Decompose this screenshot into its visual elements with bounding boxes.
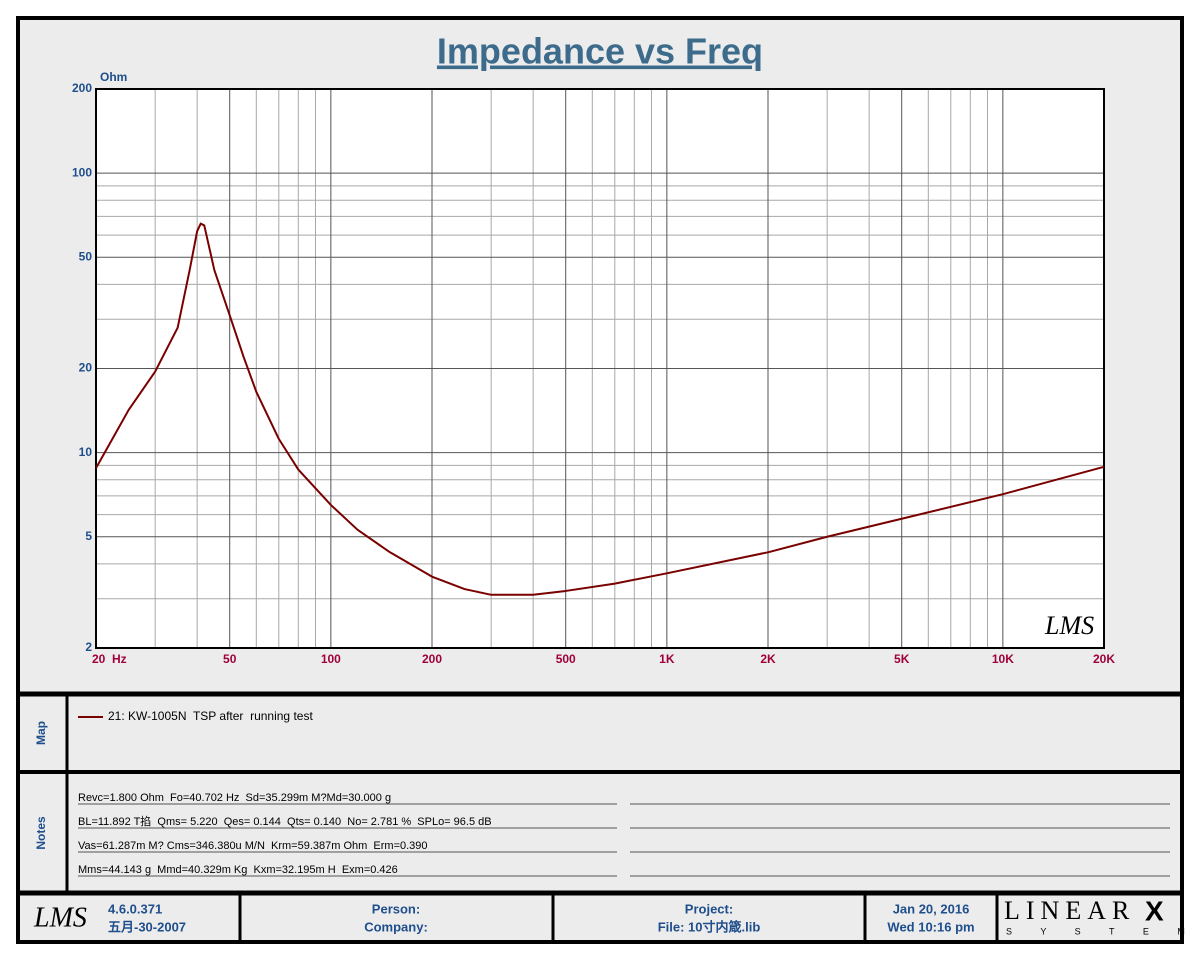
company: Company: [364, 919, 428, 934]
y-tick-label: 50 [79, 249, 93, 263]
x-tick-label: 10K [992, 652, 1014, 666]
y-tick-label: 100 [72, 165, 92, 179]
brand: LINEAR [1004, 896, 1135, 925]
time: Wed 10:16 pm [887, 919, 974, 934]
plot [95, 88, 1105, 649]
project: Project: [685, 901, 733, 916]
watermark: LMS [1044, 611, 1094, 640]
date: Jan 20, 2016 [893, 901, 970, 916]
impedance-curve [95, 222, 1105, 596]
person: Person: [372, 901, 420, 916]
x-tick-label: 200 [422, 652, 442, 666]
x-tick-label: 500 [556, 652, 576, 666]
file: File: 10寸内箴.lib [658, 919, 761, 934]
chart-title: Impedance vs Freq [437, 31, 763, 72]
note-line: Revc=1.800 Ohm Fo=40.702 Hz Sd=35.299m M… [78, 792, 391, 804]
x-tick-label: 5K [894, 652, 910, 666]
x-tick-label: 20K [1093, 652, 1115, 666]
notes-label: Notes [34, 816, 48, 850]
note-line: Mms=44.143 g Mmd=40.329m Kg Kxm=32.195m … [78, 864, 398, 876]
y-tick-label: 20 [79, 361, 93, 375]
brand-sub: S Y S T E M S [1006, 926, 1200, 936]
x-tick-label: 50 [223, 652, 237, 666]
plot-border [95, 88, 1105, 649]
y-tick-label: 5 [85, 529, 92, 543]
x-tick-label: 20 Hz [92, 652, 127, 666]
build-date: 五月-30-2007 [108, 919, 186, 934]
y-tick-label: 10 [79, 445, 93, 459]
note-line: BL=11.892 T掐 Qms= 5.220 Qes= 0.144 Qts= … [78, 814, 492, 828]
brand-mark: X [1145, 895, 1164, 926]
notes: Revc=1.800 Ohm Fo=40.702 Hz Sd=35.299m M… [78, 792, 1170, 877]
y-tick-label: 2 [85, 640, 92, 654]
y-tick-label: 200 [72, 81, 92, 95]
x-tick-label: 100 [321, 652, 341, 666]
note-line: Vas=61.287m M? Cms=346.380u M/N Krm=59.3… [78, 840, 428, 852]
version: 4.6.0.371 [108, 901, 162, 916]
legend-entry: 21: KW-1005N TSP after running test [108, 709, 313, 723]
x-tick-label: 1K [659, 652, 675, 666]
footer-logo: LMS [33, 902, 87, 933]
map-label: Map [34, 721, 48, 745]
y-unit: Ohm [100, 70, 127, 84]
x-tick-label: 2K [760, 652, 776, 666]
